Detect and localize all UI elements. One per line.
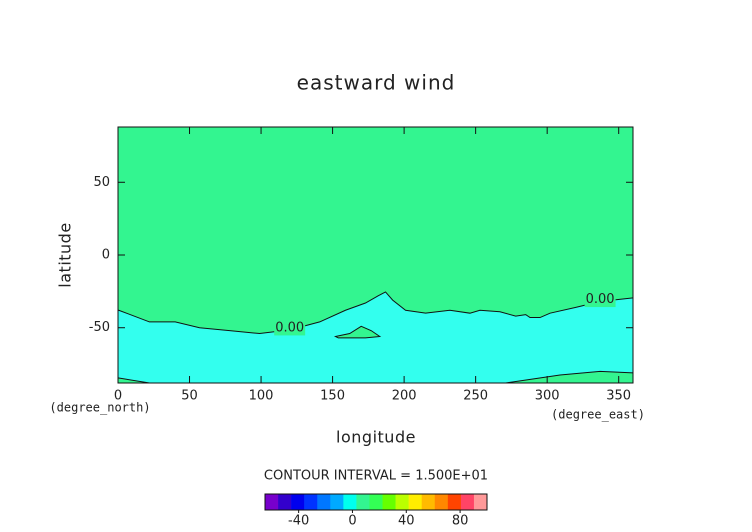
y-axis-unit: (degree_north)	[49, 401, 150, 415]
colorbar-tick-label: 0	[348, 514, 356, 529]
colorbar-cell	[408, 494, 423, 510]
colorbar-cell	[304, 494, 318, 510]
colorbar-frame	[264, 493, 488, 511]
contour-label: 0.00	[586, 292, 615, 307]
contour-fill	[505, 371, 633, 383]
contour-label-bg	[274, 320, 306, 336]
x-tick-label: 350	[606, 389, 631, 404]
colorbar-tick-label: 80	[452, 514, 469, 529]
contour-label-bg	[584, 292, 616, 308]
colorbar-cell	[278, 494, 292, 510]
colorbar-cell	[447, 494, 462, 510]
colorbar-tick-label: -40	[288, 514, 309, 529]
x-tick-label: 50	[181, 389, 198, 404]
contour-line	[117, 291, 634, 335]
colorbar-cell	[473, 494, 488, 510]
y-tick-label: 50	[93, 175, 110, 190]
contour-label: 0.00	[275, 320, 304, 335]
colorbar-cell	[343, 494, 357, 510]
colorbar-tick-label: 40	[398, 514, 415, 529]
y-tick-label: 0	[102, 248, 110, 263]
x-tick-label: 200	[392, 389, 417, 404]
x-axis-label: longitude	[336, 428, 416, 447]
colorbar-cell	[460, 494, 475, 510]
contour-interval: CONTOUR INTERVAL = 1.500E+01	[264, 469, 488, 484]
colorbar-cell	[395, 494, 409, 510]
colorbar-cell	[382, 494, 396, 510]
contour-fill	[335, 326, 380, 338]
contour-line	[333, 325, 382, 339]
x-tick-label: 100	[249, 389, 274, 404]
colorbar-cell	[317, 494, 331, 510]
contour-line	[117, 377, 150, 384]
x-tick-label: 150	[320, 389, 345, 404]
x-axis-unit: (degree_east)	[551, 408, 645, 422]
x-tick-label: 250	[463, 389, 488, 404]
contour-line	[505, 370, 634, 384]
x-tick-label: 0	[114, 389, 122, 404]
colorbar-cell	[265, 494, 279, 510]
y-axis-label: latitude	[56, 222, 75, 287]
colorbar-cell	[330, 494, 344, 510]
colorbar-cell	[369, 494, 383, 510]
contour-fill	[118, 127, 633, 334]
colorbar-cell	[434, 494, 449, 510]
y-tick-label: -50	[89, 320, 110, 335]
colorbar-cell	[421, 494, 436, 510]
colorbar-cell	[356, 494, 370, 510]
x-tick-label: 300	[535, 389, 560, 404]
chart-title: eastward wind	[297, 71, 456, 95]
colorbar-cell	[291, 494, 305, 510]
